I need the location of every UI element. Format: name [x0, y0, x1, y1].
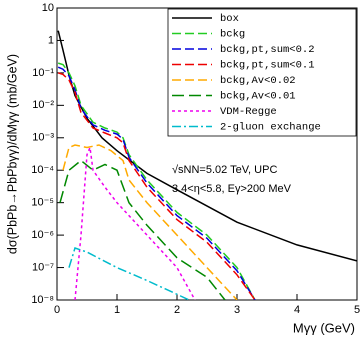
series-line	[59, 159, 226, 300]
y-tick-label: 10⁻⁴	[31, 164, 54, 176]
y-tick-label: 10⁻²	[32, 99, 54, 111]
y-tick-label: 10⁻⁸	[31, 294, 54, 306]
y-tick-label: 10	[42, 2, 54, 14]
plot-frame	[56, 7, 358, 301]
series-line	[57, 62, 256, 300]
series-line	[57, 66, 256, 300]
y-tick-label: 10⁻⁶	[31, 229, 54, 241]
annotation: 3.4<η<5.8, Eγ>200 MeV	[172, 183, 292, 195]
series-line	[68, 247, 190, 300]
x-tick-label: 5	[354, 304, 360, 316]
series-line	[57, 72, 256, 300]
y-tick-label: 10⁻⁵	[31, 197, 54, 209]
legend-label: 2-gluon exchange	[220, 121, 321, 133]
x-axis-label: Mγγ (GeV)	[293, 320, 355, 335]
legend-label: VDM-Regge	[220, 106, 277, 118]
legend-label: bckg,Av<0.02	[220, 75, 296, 87]
annotation: √sNN=5.02 TeV, UPC	[172, 164, 277, 176]
series-line	[62, 144, 238, 300]
y-tick-label: 1	[48, 34, 54, 46]
y-tick-label: 10⁻¹	[32, 67, 54, 79]
x-tick-label: 4	[294, 304, 300, 316]
lines	[57, 30, 357, 300]
legend-label: bckg,pt,sum<0.2	[220, 44, 315, 56]
y-tick-label: 10⁻³	[32, 132, 54, 144]
y-tick-label: 10⁻⁷	[32, 261, 54, 273]
legend-label: box	[220, 13, 239, 25]
x-tick-label: 1	[114, 304, 120, 316]
x-tick-label: 0	[54, 304, 60, 316]
legend-label: bckg	[220, 28, 245, 40]
x-tick-label: 2	[174, 304, 180, 316]
legend-box	[167, 8, 357, 137]
x-tick-label: 3	[234, 304, 240, 316]
legend-label: bckg,Av<0.01	[220, 90, 296, 102]
series-line	[74, 144, 196, 300]
legend-label: bckg,pt,sum<0.1	[220, 59, 315, 71]
y-axis-label: dσ(PbPb→PbPbγγ)/dMγγ (mb/GeV)	[5, 54, 19, 254]
